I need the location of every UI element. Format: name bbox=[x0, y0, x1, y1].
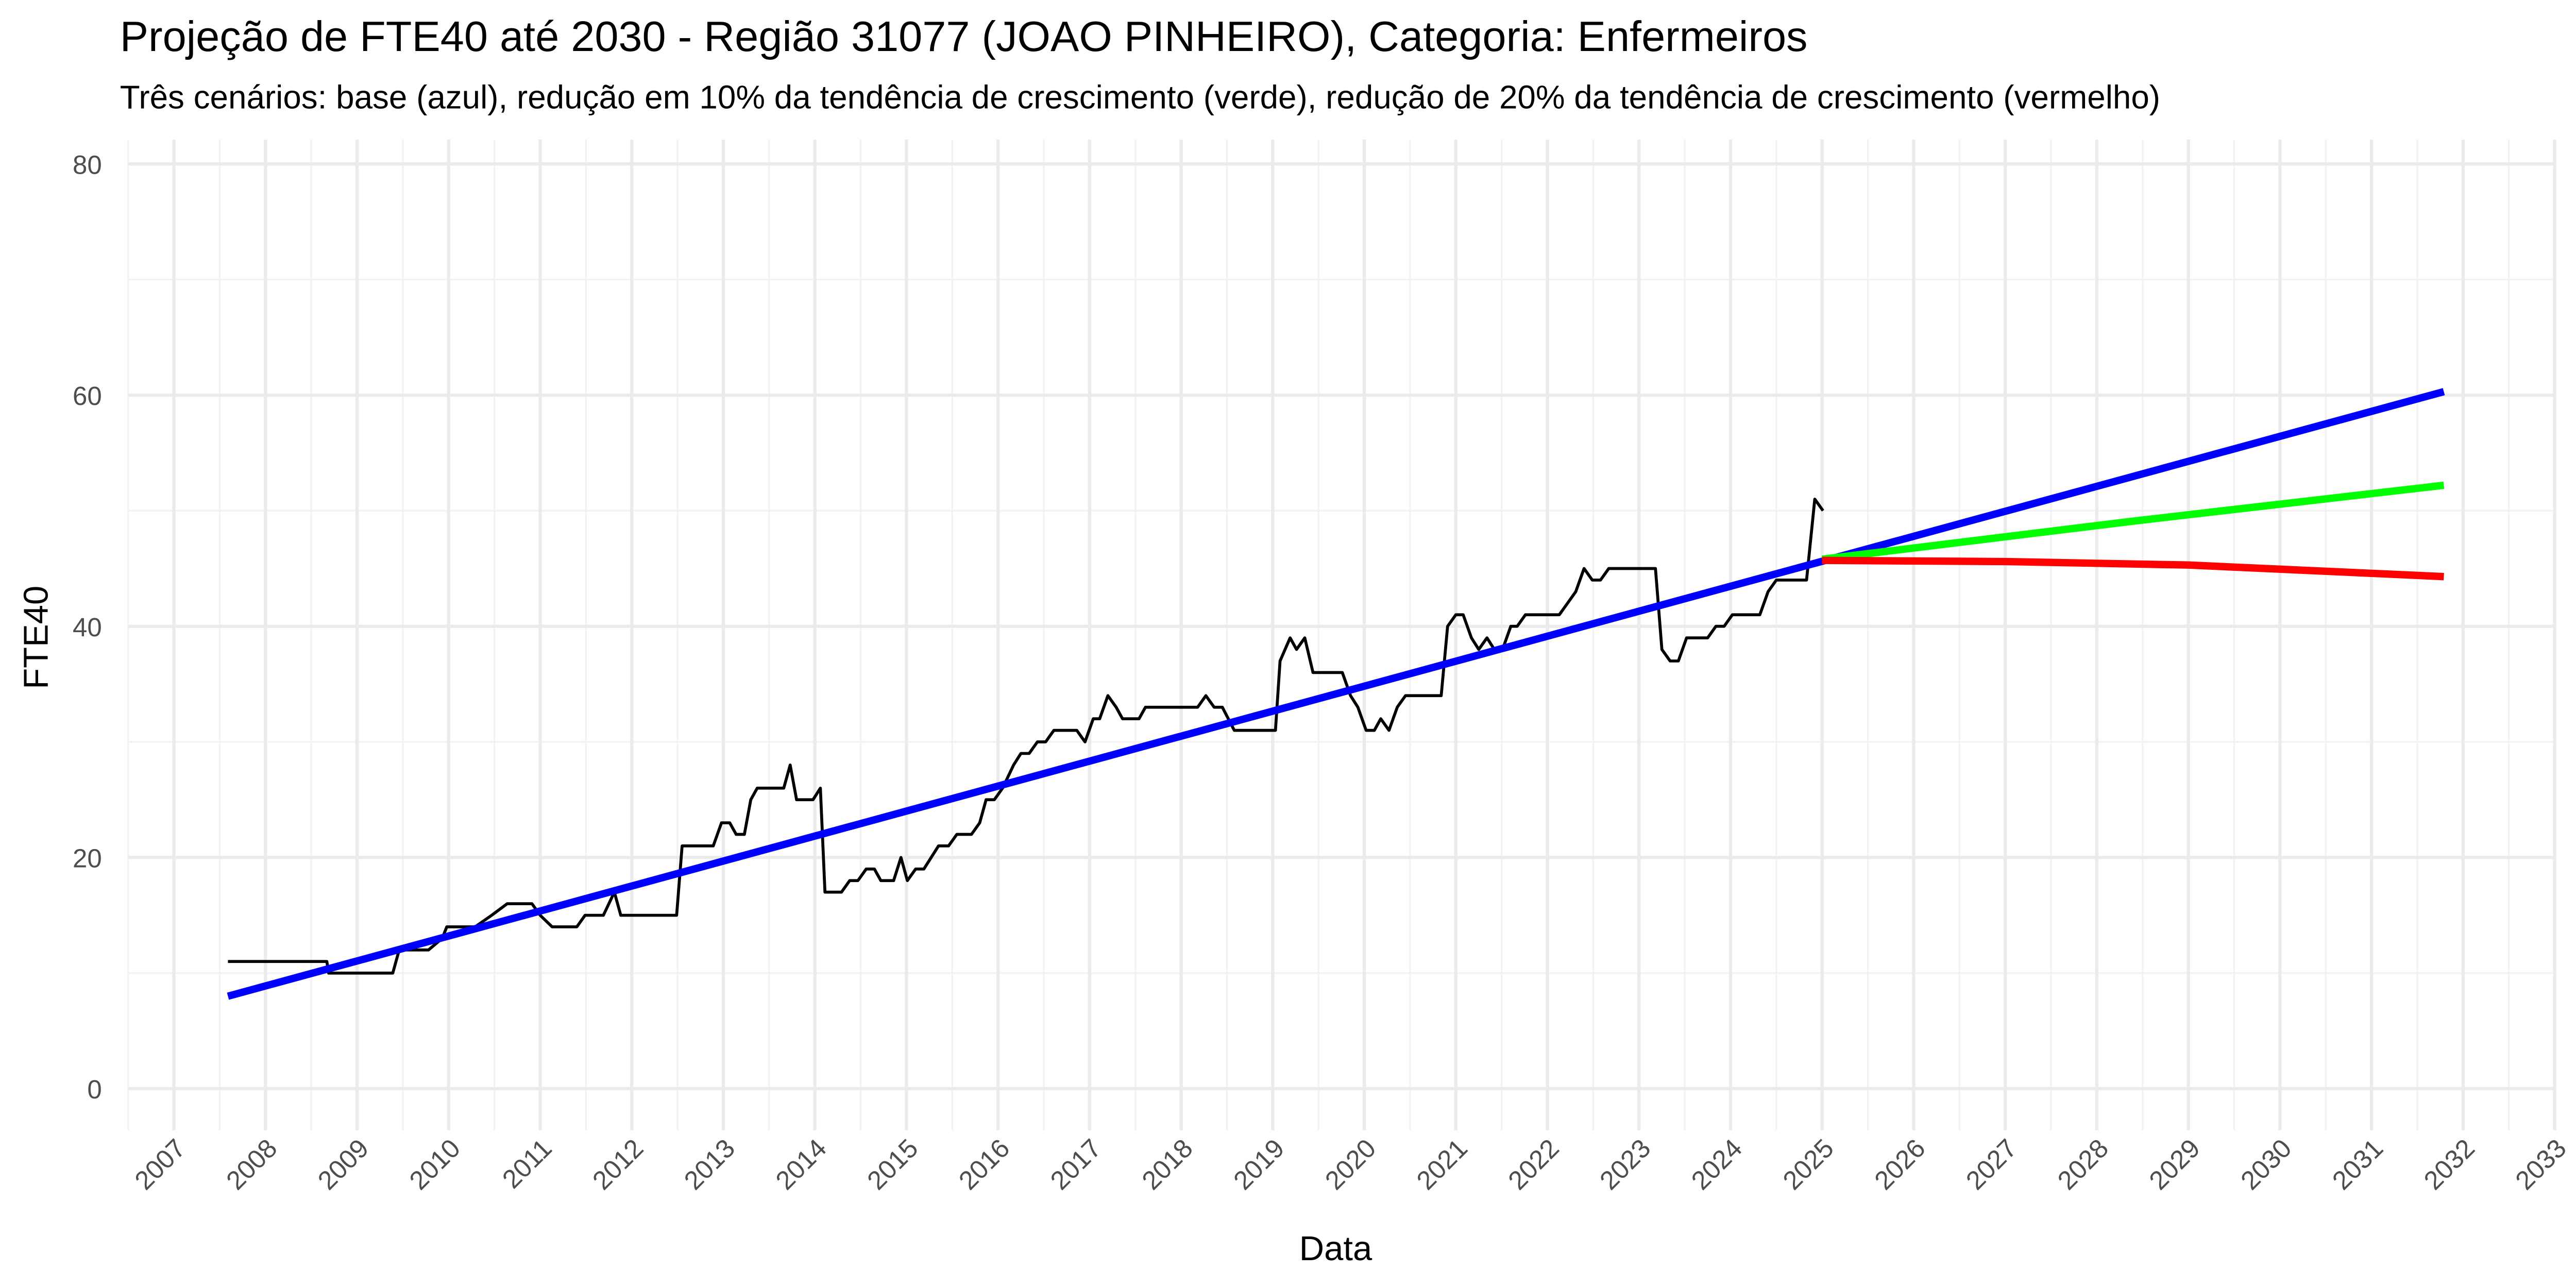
chart-title: Projeção de FTE40 até 2030 - Região 3107… bbox=[120, 12, 1808, 60]
series-line bbox=[227, 388, 2445, 1000]
series-line bbox=[1821, 481, 2445, 563]
series-line bbox=[1822, 556, 2444, 581]
series-line bbox=[228, 497, 1824, 975]
y-tick-label: 80 bbox=[73, 150, 102, 179]
y-tick-label: 0 bbox=[87, 1075, 101, 1104]
y-tick-label: 20 bbox=[73, 844, 102, 873]
y-axis-label: FTE40 bbox=[16, 586, 55, 689]
plot-area bbox=[227, 388, 2445, 1000]
y-tick-label: 60 bbox=[73, 381, 102, 411]
y-tick-label: 40 bbox=[73, 613, 102, 642]
chart-subtitle: Três cenários: base (azul), redução em 1… bbox=[120, 78, 2160, 115]
x-axis-label: Data bbox=[1299, 1229, 1372, 1268]
grid bbox=[127, 140, 2556, 1130]
